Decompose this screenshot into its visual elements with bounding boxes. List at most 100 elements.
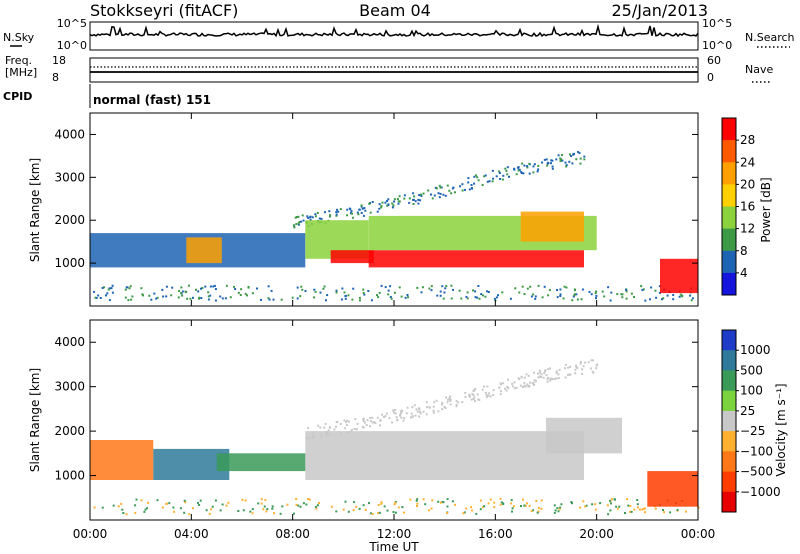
noise-panel-frame [89,21,699,51]
velocity-arc-pixel [327,429,330,432]
xtick-label: 20:00 [579,527,614,541]
power-arc-pixel [297,223,300,226]
velocity-colorbar-tick-label: 1000 [740,343,771,357]
power-noise-pixel [165,285,168,288]
velocity-arc-pixel [499,390,502,393]
velocity-noise-pixel [165,502,168,505]
velocity-noise-pixel [636,499,639,501]
power-arc-pixel [419,199,422,202]
power-noise-pixel [450,297,453,300]
velocity-arc-pixel [362,418,365,421]
velocity-noise-pixel [173,510,176,513]
velocity-arc-pixel [477,398,480,401]
velocity-arc-pixel [587,361,590,364]
velocity-noise-pixel [630,510,633,513]
power-arc-pixel [517,169,520,172]
power-arc-pixel [413,195,416,198]
velocity-noise-pixel [669,511,672,514]
power-arc-pixel [356,211,359,214]
velocity-arc-pixel [500,383,502,386]
velocity-arc-pixel [501,382,504,385]
power-arc-pixel [495,175,498,178]
power-arc-pixel [318,217,321,220]
velocity-arc-pixel [356,422,359,425]
power-noise-pixel [165,295,168,298]
power-arc-pixel [578,152,581,155]
power-noise-pixel [658,291,661,294]
power-noise-pixel [130,298,133,301]
power-arc-pixel [297,215,300,218]
velocity-arc-pixel [505,389,508,392]
power-noise-pixel [484,295,487,298]
velocity-arc-pixel [540,376,543,378]
power-noise-pixel [106,292,109,295]
power-noise-pixel [678,295,681,298]
power-noise-pixel [186,297,189,300]
power-noise-pixel [344,297,347,300]
velocity-band-5 [647,471,698,507]
velocity-noise-pixel [394,511,397,514]
velocity-arc-pixel [425,413,428,416]
power-arc-pixel [293,226,296,229]
velocity-noise-pixel [221,503,224,506]
power-arc-pixel [541,161,544,164]
velocity-noise-pixel [93,506,96,509]
velocity-arc-pixel [473,388,476,391]
velocity-arc-pixel [455,400,458,403]
velocity-noise-pixel [183,499,186,502]
power-arc-pixel [435,187,438,190]
velocity-arc-pixel [457,401,460,404]
ytick-label: 2000 [54,424,85,438]
velocity-arc-pixel [335,421,338,424]
power-arc-pixel [526,165,529,168]
power-noise-pixel [341,287,344,290]
power-noise-pixel [466,297,469,300]
power-noise-pixel [95,297,98,299]
power-noise-pixel [573,294,576,297]
power-noise-pixel [180,286,183,289]
power-arc-pixel [295,223,298,226]
power-noise-pixel [460,297,463,300]
velocity-arc-pixel [343,419,346,422]
power-noise-pixel [370,299,373,302]
velocity-noise-pixel [451,500,454,503]
velocity-arc-pixel [557,377,560,379]
velocity-ylabel: Slant Range [km] [28,368,42,472]
power-arc-pixel [461,189,464,192]
power-noise-pixel [547,294,550,297]
velocity-arc-pixel [545,374,548,377]
velocity-noise-pixel [540,507,543,510]
velocity-arc-pixel [444,407,447,409]
velocity-arc-pixel [485,396,488,399]
velocity-noise-pixel [271,507,274,510]
power-noise-pixel [565,286,568,289]
velocity-arc-pixel [579,362,582,365]
velocity-colorbar-tick-label: −100 [740,444,773,458]
power-noise-pixel [575,293,578,296]
velocity-noise-pixel [286,503,289,506]
power-noise-pixel [681,294,684,297]
power-arc-pixel [547,162,550,164]
time-axis: 00:00 04:00 08:00 12:00 16:00 20:00 00:00 [73,113,716,541]
power-arc-pixel [391,202,394,205]
power-noise-pixel [444,287,447,290]
power-arc-pixel [408,201,411,204]
velocity-colorbar-frame [721,329,737,513]
power-arc-pixel [467,181,470,184]
power-arc-pixel [505,169,508,172]
power-arc-pixel [346,214,349,217]
power-noise-pixel [474,290,477,293]
power-noise-pixel [690,299,693,302]
power-arc-pixel [520,170,523,173]
power-noise-pixel [207,298,210,301]
velocity-noise-pixel [307,498,310,500]
velocity-colorbar-segment [722,390,736,412]
power-noise-pixel [530,295,533,298]
velocity-noise-pixel [440,501,442,504]
power-arc-pixel [528,172,531,175]
power-arc-pixel [393,200,396,203]
power-arc-pixel [437,192,440,195]
power-noise-pixel [221,297,224,300]
xtick-label: 00:00 [681,527,716,541]
